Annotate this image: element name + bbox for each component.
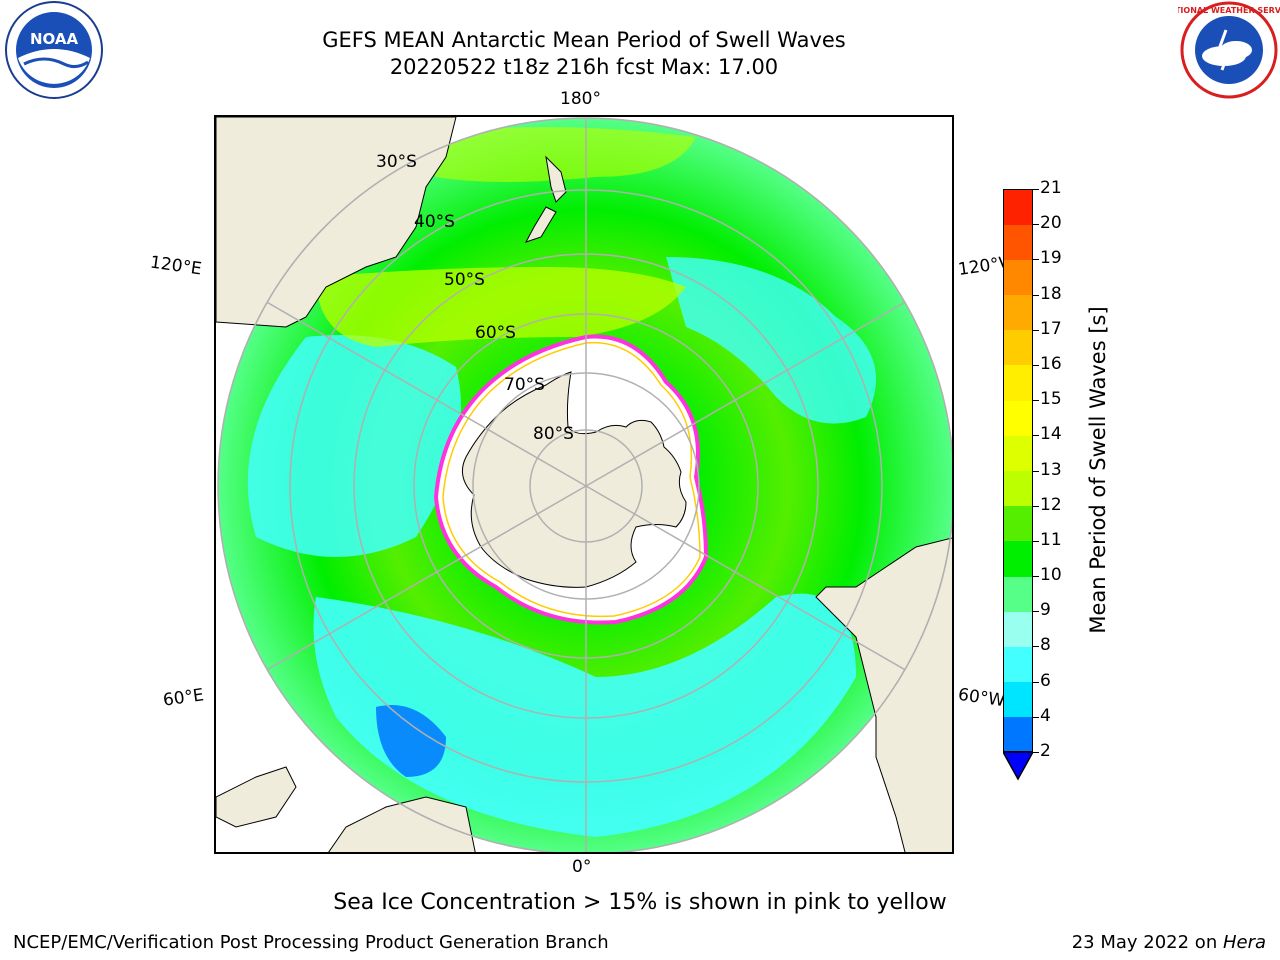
colorbar-segment bbox=[1003, 716, 1033, 753]
swell-zone-short-period bbox=[247, 335, 461, 557]
map-panel bbox=[214, 115, 954, 854]
noaa-logo: NOAA bbox=[5, 1, 103, 99]
swell-zone-very-short bbox=[376, 705, 446, 777]
colorbar-tick-label: 2 bbox=[1040, 741, 1051, 761]
colorbar-tick-mark bbox=[1033, 259, 1039, 261]
colorbar-segment bbox=[1003, 364, 1033, 401]
lat-label-30s: 30°S bbox=[376, 152, 417, 172]
lat-label-50s: 50°S bbox=[444, 270, 485, 290]
colorbar-tick-label: 21 bbox=[1040, 178, 1062, 198]
colorbar-tick-label: 10 bbox=[1040, 565, 1062, 586]
lat-label-60s: 60°S bbox=[475, 323, 516, 343]
swell-zone-long-period bbox=[416, 127, 696, 182]
colorbar-tick-label: 4 bbox=[1040, 705, 1051, 726]
colorbar-segment bbox=[1003, 611, 1033, 647]
polar-map bbox=[216, 117, 952, 852]
colorbar bbox=[1003, 189, 1033, 753]
lat-label-70s: 70°S bbox=[504, 375, 545, 395]
footer-credit: NCEP/EMC/Verification Post Processing Pr… bbox=[13, 932, 609, 953]
colorbar-tick-mark bbox=[1033, 470, 1039, 472]
colorbar-label: Mean Period of Swell Waves [s] bbox=[1086, 306, 1110, 634]
lon-label-60e: 60°E bbox=[161, 685, 206, 711]
colorbar-segment bbox=[1003, 505, 1033, 542]
colorbar-segment bbox=[1003, 189, 1033, 225]
new-zealand-land bbox=[524, 155, 567, 243]
nws-logo-text: NATIONAL WEATHER SERVICE bbox=[1178, 6, 1280, 15]
colorbar-segment bbox=[1003, 329, 1033, 366]
colorbar-segment bbox=[1003, 400, 1033, 436]
swell-zone-long-period bbox=[316, 267, 686, 347]
colorbar-tick-label: 14 bbox=[1040, 424, 1062, 445]
colorbar-tick-mark bbox=[1033, 646, 1039, 648]
chart-title: GEFS MEAN Antarctic Mean Period of Swell… bbox=[322, 28, 846, 52]
noaa-logo-text: NOAA bbox=[30, 30, 79, 48]
colorbar-tick-mark bbox=[1033, 752, 1039, 753]
colorbar-tick-mark bbox=[1033, 224, 1039, 226]
colorbar-tick-mark bbox=[1033, 505, 1039, 507]
colorbar-tick-mark bbox=[1033, 364, 1039, 366]
colorbar-segment bbox=[1003, 294, 1033, 331]
lat-label-80s: 80°S bbox=[533, 424, 574, 444]
footer-host: Hera bbox=[1222, 932, 1266, 953]
colorbar-tick-label: 17 bbox=[1040, 318, 1062, 339]
colorbar-segment bbox=[1003, 435, 1033, 471]
colorbar-tick-mark bbox=[1033, 576, 1039, 578]
colorbar-tick-mark bbox=[1033, 294, 1039, 296]
swell-zone-short-period bbox=[666, 257, 876, 424]
colorbar-segment bbox=[1003, 224, 1033, 260]
colorbar-segment bbox=[1003, 576, 1033, 612]
lat-label-40s: 40°S bbox=[414, 212, 455, 232]
colorbar-tick-mark bbox=[1033, 716, 1039, 718]
lon-label-180: 180° bbox=[560, 89, 601, 109]
lon-label-0: 0° bbox=[572, 857, 592, 877]
colorbar-tick-label: 15 bbox=[1040, 389, 1062, 410]
colorbar-tick-mark bbox=[1033, 681, 1039, 683]
colorbar-tick-mark bbox=[1033, 189, 1039, 190]
colorbar-extend-arrow bbox=[1003, 752, 1033, 781]
footer-date-text: 23 May 2022 on bbox=[1071, 932, 1223, 953]
colorbar-tick-label: 19 bbox=[1040, 248, 1062, 269]
colorbar-tick-mark bbox=[1033, 611, 1039, 613]
lon-label-120e: 120°E bbox=[148, 252, 203, 280]
colorbar-segment bbox=[1003, 646, 1033, 683]
colorbar-segment bbox=[1003, 681, 1033, 718]
colorbar-segment bbox=[1003, 470, 1033, 507]
lon-label-60w: 60°W bbox=[956, 684, 1007, 712]
colorbar-tick-label: 6 bbox=[1040, 670, 1051, 691]
colorbar-tick-mark bbox=[1033, 435, 1039, 437]
colorbar-tick-mark bbox=[1033, 400, 1039, 402]
footer-date: 23 May 2022 on Hera bbox=[1072, 932, 1266, 953]
colorbar-tick-label: 12 bbox=[1040, 494, 1062, 515]
colorbar-tick-label: 20 bbox=[1040, 213, 1062, 234]
swell-zone-short-period bbox=[313, 593, 856, 837]
chart-subtitle: 20220522 t18z 216h fcst Max: 17.00 bbox=[389, 55, 779, 79]
longitude-lines bbox=[218, 118, 952, 852]
nws-logo: NATIONAL WEATHER SERVICE bbox=[1178, 1, 1280, 99]
colorbar-tick-mark bbox=[1033, 540, 1039, 542]
colorbar-tick-label: 18 bbox=[1040, 283, 1062, 304]
sea-ice-caption: Sea Ice Concentration > 15% is shown in … bbox=[333, 890, 947, 915]
madagascar-land bbox=[216, 766, 297, 828]
colorbar-segment bbox=[1003, 259, 1033, 296]
colorbar-tick-label: 8 bbox=[1040, 635, 1051, 656]
colorbar-tick-label: 11 bbox=[1040, 529, 1062, 550]
colorbar-tick-label: 16 bbox=[1040, 353, 1062, 374]
colorbar-tick-label: 9 bbox=[1040, 600, 1051, 621]
colorbar-segment bbox=[1003, 540, 1033, 577]
colorbar-tick-mark bbox=[1033, 329, 1039, 331]
colorbar-tick-label: 13 bbox=[1040, 459, 1062, 480]
